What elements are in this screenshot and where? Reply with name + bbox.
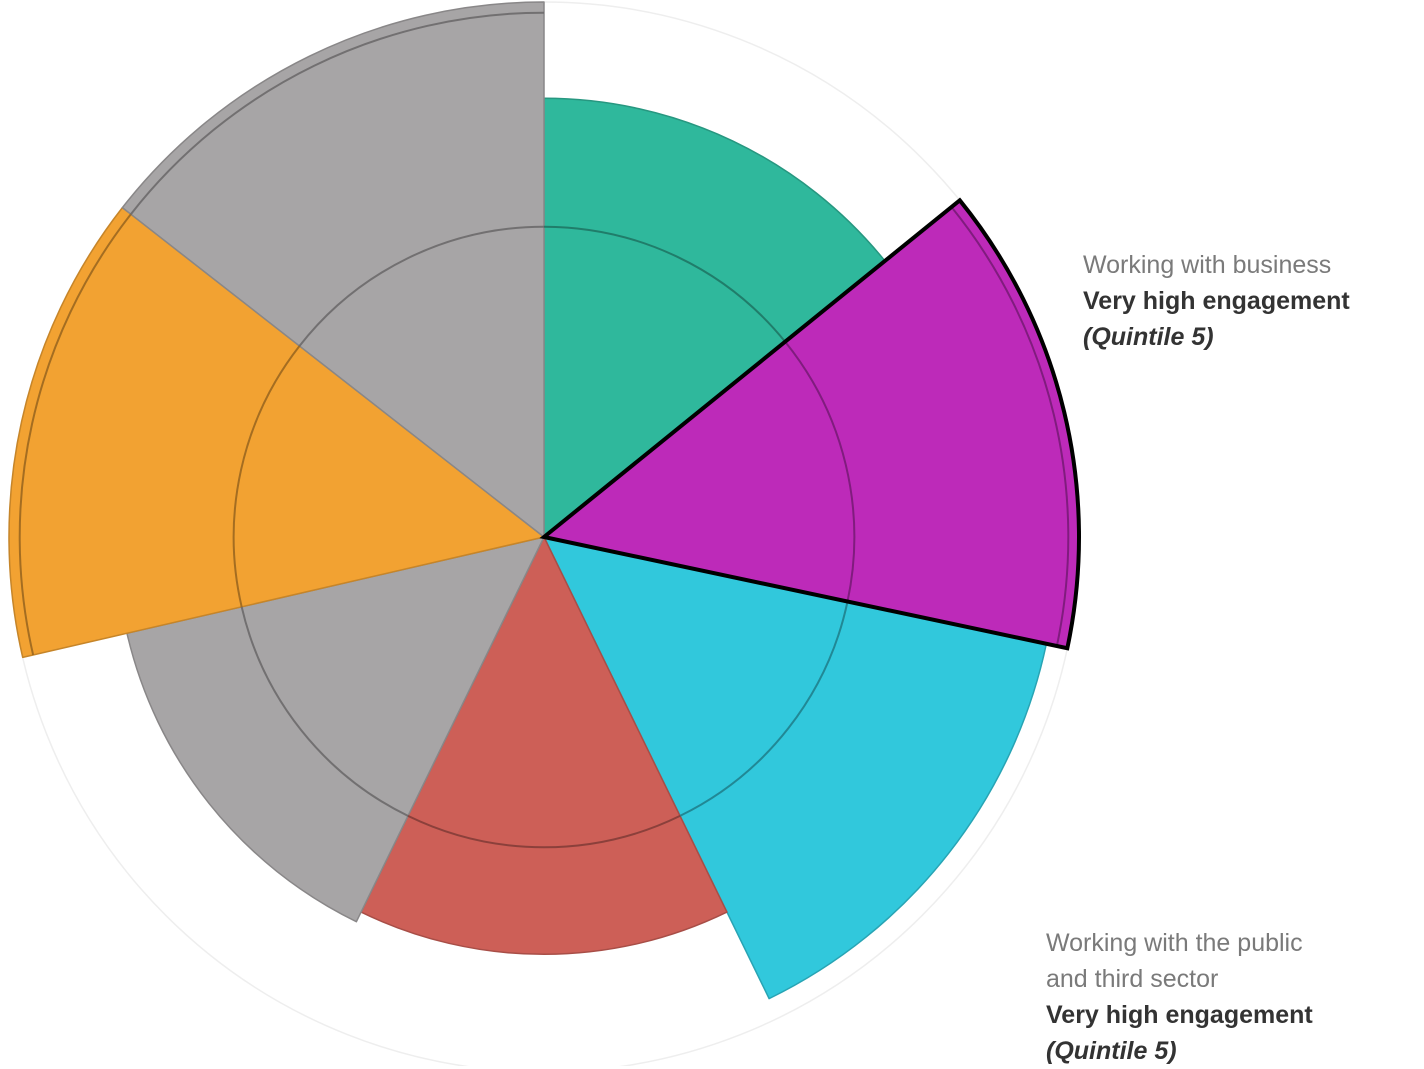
- ring-arc-orange-1: [18, 213, 132, 656]
- ring-arc-cyan-0: [679, 601, 849, 817]
- annotation-public-label-line-2: and third sector: [1046, 965, 1219, 993]
- ring-arc-purple-0: [784, 341, 856, 602]
- annotation-public-level: Very high engagement: [1046, 1001, 1313, 1029]
- ring-arc-teal-0: [543, 225, 786, 343]
- annotation-business-level: Very high engagement: [1083, 287, 1350, 315]
- ring-arc-grey-2-0: [298, 225, 545, 347]
- annotation-public: Working with the public and third sector…: [1046, 925, 1313, 1069]
- segment-cyan: [543, 536, 1048, 1000]
- segment-red: [360, 536, 728, 955]
- segment-orange: [8, 206, 545, 659]
- annotation-public-quintile: (Quintile 5): [1046, 1037, 1177, 1065]
- ring-arc-grey-2-1: [130, 11, 545, 215]
- segments-group: [8, 1, 1080, 1000]
- annotation-business: Working with business Very high engageme…: [1083, 247, 1350, 355]
- annotation-public-label-line-1: Working with the public: [1046, 929, 1303, 957]
- segment-teal: [543, 97, 886, 538]
- reference-ring-arcs: [18, 11, 1070, 849]
- segment-grey-1: [126, 536, 545, 923]
- ring-arc-purple-1: [950, 206, 1070, 647]
- highlight-outline-group: [539, 197, 1081, 651]
- annotation-business-quintile: (Quintile 5): [1083, 323, 1214, 351]
- segment-grey-2: [121, 1, 545, 538]
- annotation-business-label: Working with business: [1083, 251, 1332, 279]
- ring-arc-red-0: [407, 815, 681, 849]
- segment-purple-highlight-outline: [539, 197, 1081, 651]
- ring-arc-orange-0: [232, 345, 301, 608]
- ring-arc-grey-1-0: [240, 606, 409, 817]
